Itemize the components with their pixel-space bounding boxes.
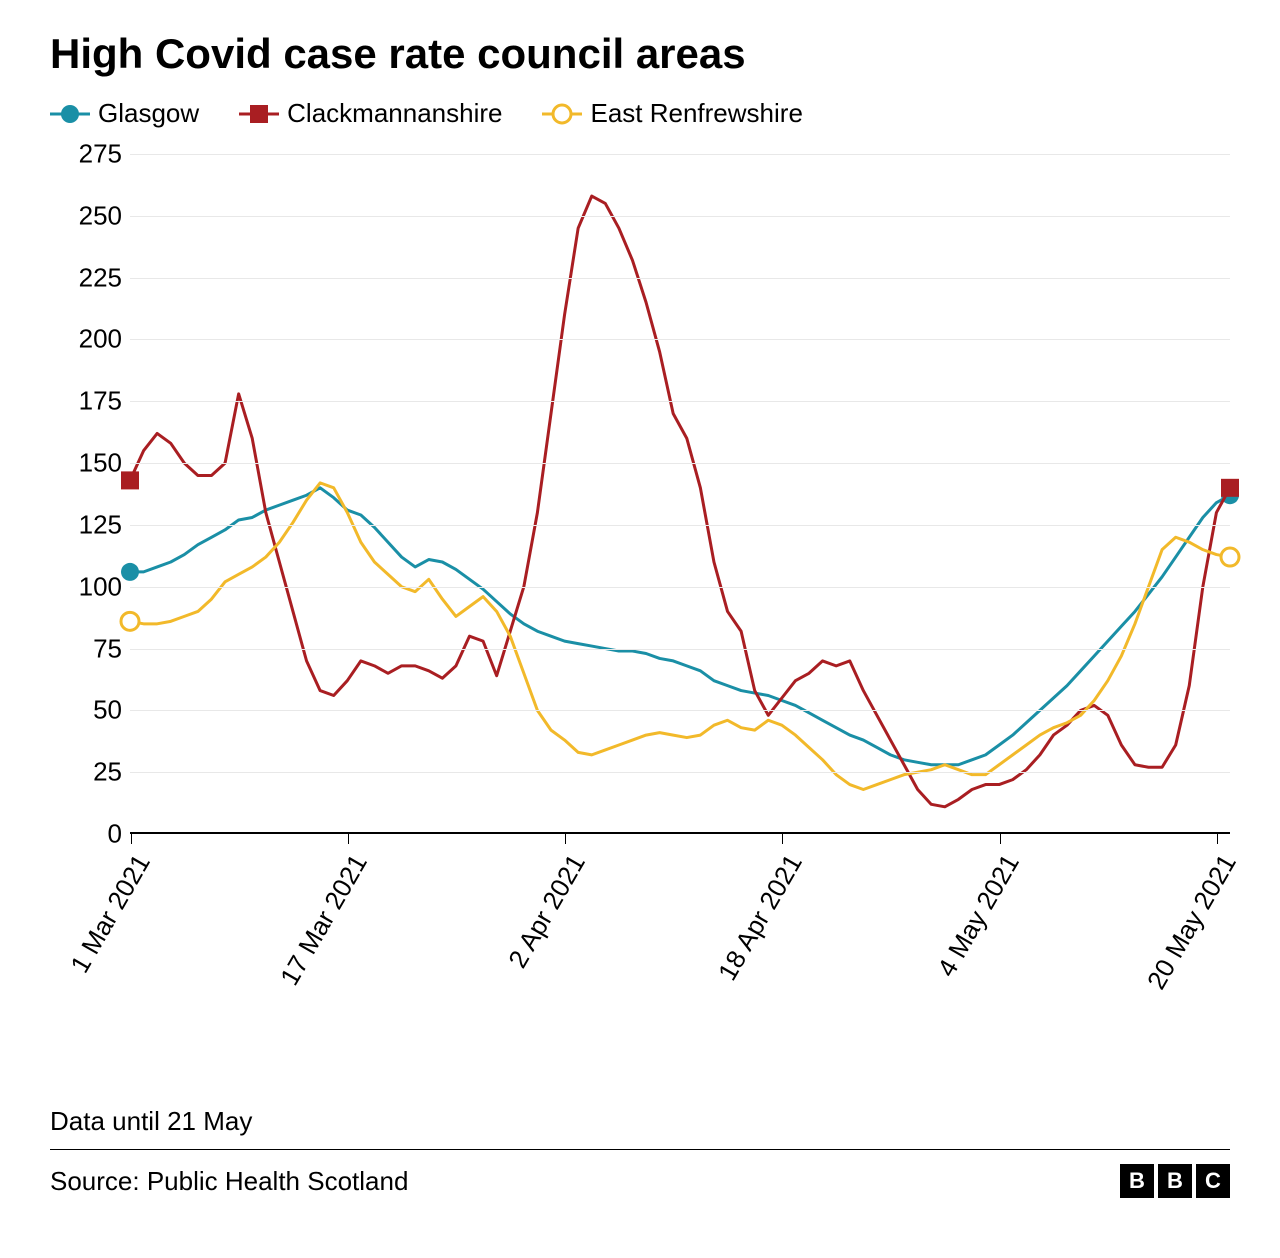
legend-label: Clackmannanshire bbox=[287, 98, 502, 129]
data-note: Data until 21 May bbox=[50, 1106, 1230, 1150]
y-tick-label: 50 bbox=[62, 695, 122, 726]
x-tick-mark bbox=[1000, 834, 1001, 844]
x-tick-mark bbox=[782, 834, 783, 844]
gridline bbox=[130, 339, 1230, 340]
x-tick: 18 Apr 2021 bbox=[782, 834, 784, 844]
legend-item: Glasgow bbox=[50, 98, 199, 129]
y-tick-label: 125 bbox=[62, 509, 122, 540]
x-tick-mark bbox=[565, 834, 566, 844]
series-marker-icon bbox=[1221, 479, 1239, 497]
x-tick-label: 1 Mar 2021 bbox=[64, 849, 157, 978]
x-tick-mark bbox=[348, 834, 349, 844]
series-line bbox=[130, 483, 1230, 790]
x-tick-mark bbox=[131, 834, 132, 844]
x-tick: 1 Mar 2021 bbox=[130, 834, 132, 844]
x-tick-label: 17 Mar 2021 bbox=[274, 849, 374, 991]
gridline bbox=[130, 525, 1230, 526]
gridline bbox=[130, 216, 1230, 217]
legend-marker-icon bbox=[50, 102, 90, 126]
legend-item: Clackmannanshire bbox=[239, 98, 502, 129]
chart-svg bbox=[130, 154, 1230, 832]
y-tick-label: 275 bbox=[62, 139, 122, 170]
y-tick-label: 250 bbox=[62, 200, 122, 231]
y-tick-label: 75 bbox=[62, 633, 122, 664]
legend-marker-icon bbox=[542, 102, 582, 126]
series-marker-icon bbox=[121, 612, 139, 630]
source-text: Source: Public Health Scotland bbox=[50, 1166, 408, 1197]
legend-label: Glasgow bbox=[98, 98, 199, 129]
gridline bbox=[130, 401, 1230, 402]
x-tick: 20 May 2021 bbox=[1216, 834, 1218, 844]
series-marker-icon bbox=[121, 471, 139, 489]
series-marker-icon bbox=[121, 563, 139, 581]
legend-label: East Renfrewshire bbox=[590, 98, 802, 129]
bbc-letter-box: C bbox=[1196, 1164, 1230, 1198]
x-tick-label: 2 Apr 2021 bbox=[502, 849, 592, 973]
chart-area: 1 Mar 2021 17 Mar 2021 2 Apr 2021 18 Apr 20… bbox=[50, 154, 1230, 914]
y-tick-label: 150 bbox=[62, 448, 122, 479]
y-tick-label: 25 bbox=[62, 757, 122, 788]
gridline bbox=[130, 772, 1230, 773]
y-tick-label: 100 bbox=[62, 571, 122, 602]
x-tick: 17 Mar 2021 bbox=[347, 834, 349, 844]
x-tick: 2 Apr 2021 bbox=[565, 834, 567, 844]
x-tick-mark bbox=[1217, 834, 1218, 844]
series-marker-icon bbox=[1221, 548, 1239, 566]
gridline bbox=[130, 154, 1230, 155]
chart-container: High Covid case rate council areas Glasg… bbox=[0, 0, 1280, 1258]
legend-item: East Renfrewshire bbox=[542, 98, 802, 129]
x-tick-label: 20 May 2021 bbox=[1141, 849, 1243, 995]
gridline bbox=[130, 649, 1230, 650]
y-tick-label: 175 bbox=[62, 386, 122, 417]
bbc-letter-box: B bbox=[1158, 1164, 1192, 1198]
bbc-logo: BBC bbox=[1120, 1164, 1230, 1198]
legend-marker-icon bbox=[239, 102, 279, 126]
bbc-letter-box: B bbox=[1120, 1164, 1154, 1198]
y-tick-label: 0 bbox=[62, 819, 122, 850]
x-tick: 4 May 2021 bbox=[999, 834, 1001, 844]
source-row: Source: Public Health Scotland BBC bbox=[50, 1150, 1230, 1198]
gridline bbox=[130, 710, 1230, 711]
chart-plot: 1 Mar 202117 Mar 20212 Apr 202118 Apr 20… bbox=[130, 154, 1230, 834]
gridline bbox=[130, 278, 1230, 279]
chart-legend: Glasgow Clackmannanshire East Renfrewshire bbox=[50, 98, 1230, 129]
x-tick-label: 18 Apr 2021 bbox=[712, 849, 809, 986]
chart-footer: Data until 21 May Source: Public Health … bbox=[50, 1106, 1230, 1198]
y-tick-label: 200 bbox=[62, 324, 122, 355]
chart-title: High Covid case rate council areas bbox=[50, 30, 1230, 78]
series-line bbox=[130, 196, 1230, 807]
gridline bbox=[130, 587, 1230, 588]
gridline bbox=[130, 463, 1230, 464]
x-tick-label: 4 May 2021 bbox=[931, 849, 1026, 982]
y-tick-label: 225 bbox=[62, 262, 122, 293]
